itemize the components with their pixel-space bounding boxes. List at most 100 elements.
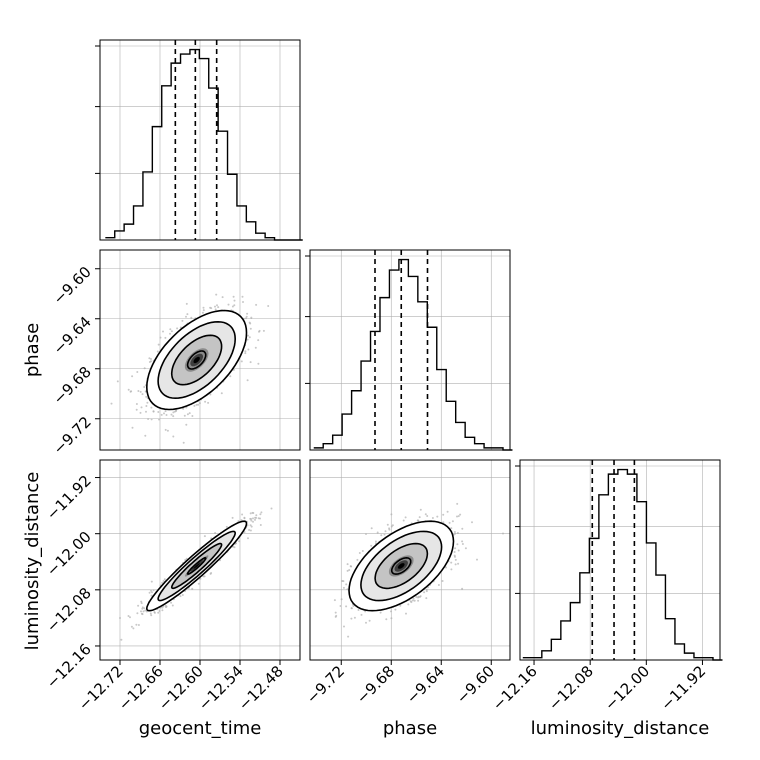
scatter-point: [152, 410, 155, 413]
scatter-point: [248, 336, 251, 339]
scatter-point: [110, 402, 113, 405]
scatter-point: [210, 307, 213, 310]
scatter-point: [161, 581, 164, 584]
contour-line: [145, 309, 248, 411]
scatter-point: [215, 293, 218, 296]
scatter-point: [249, 361, 252, 364]
scatter-point: [156, 350, 159, 353]
scatter-point: [348, 569, 351, 571]
scatter-point: [244, 350, 247, 353]
scatter-point: [450, 561, 453, 564]
scatter-point: [171, 604, 174, 607]
scatter-point: [457, 515, 460, 518]
scatter-point: [129, 616, 131, 619]
scatter-point: [141, 607, 144, 610]
scatter-point: [380, 534, 383, 537]
scatter-point: [456, 532, 459, 534]
density-peak: [397, 563, 405, 569]
scatter-point: [413, 599, 416, 602]
scatter-point: [247, 537, 249, 540]
scatter-point: [257, 339, 260, 342]
scatter-point: [365, 621, 367, 624]
scatter-point: [454, 547, 457, 550]
scatter-point: [153, 611, 156, 614]
scatter-point: [214, 308, 217, 311]
scatter-point: [436, 515, 439, 518]
scatter-point: [446, 510, 449, 513]
scatter-point: [150, 418, 153, 421]
scatter-point: [152, 589, 155, 592]
scatter-point: [417, 599, 420, 602]
scatter-point: [453, 551, 456, 553]
scatter-point: [417, 596, 419, 599]
scatter-point: [390, 610, 392, 613]
scatter-point: [172, 411, 175, 414]
scatter-point: [237, 520, 240, 523]
scatter-point: [262, 329, 265, 332]
scatter-point: [241, 513, 244, 516]
scatter-point: [471, 521, 473, 524]
scatter-point: [164, 428, 167, 431]
scatter-point: [164, 336, 167, 339]
scatter-point: [132, 627, 135, 630]
scatter-point: [476, 558, 478, 561]
scatter-point: [225, 525, 228, 528]
scatter-point: [448, 521, 451, 524]
scatter-point: [137, 604, 140, 607]
scatter-point: [157, 411, 160, 413]
density-peak: [193, 356, 200, 364]
scatter-point: [453, 531, 456, 533]
scatter-point: [425, 588, 428, 591]
scatter-point: [445, 566, 447, 569]
contour-line: [360, 530, 443, 602]
scatter-point: [191, 415, 194, 417]
scatter-point: [418, 516, 421, 519]
scatter-point: [249, 512, 252, 515]
scatter-point: [184, 559, 187, 561]
xlabel-luminosity-distance: luminosity_distance: [531, 718, 710, 739]
scatter-point: [365, 533, 367, 535]
scatter-point: [441, 580, 444, 582]
scatter-point: [135, 403, 138, 405]
scatter-point: [186, 413, 189, 416]
scatter-point: [345, 583, 348, 586]
scatter-point: [162, 580, 165, 582]
scatter-point: [176, 327, 179, 330]
scatter-point: [140, 602, 143, 605]
scatter-point: [374, 540, 377, 543]
scatter-point: [181, 594, 184, 596]
scatter-point: [165, 414, 168, 416]
scatter-point: [249, 529, 252, 532]
scatter-point: [247, 334, 249, 337]
scatter-point: [454, 563, 457, 566]
scatter-point: [250, 316, 253, 319]
scatter-point: [231, 305, 234, 308]
scatter-point: [407, 603, 410, 606]
scatter-point: [148, 357, 151, 360]
scatter-point: [165, 606, 167, 609]
scatter-point: [148, 591, 151, 594]
scatter-point: [349, 565, 352, 568]
scatter-point: [202, 309, 205, 312]
panel-luminosity_distance_vs_phase: [309, 459, 511, 661]
scatter-point: [502, 532, 504, 535]
histogram-geocent_time: [105, 48, 303, 241]
scatter-point: [159, 336, 162, 339]
scatter-point: [150, 594, 153, 597]
scatter-point: [341, 580, 344, 582]
scatter-point: [150, 580, 153, 583]
histogram-phase: [313, 258, 513, 451]
scatter-point: [334, 615, 337, 618]
scatter-point: [343, 625, 345, 628]
contour-line: [374, 542, 429, 590]
scatter-point: [145, 410, 147, 413]
scatter-point: [245, 315, 248, 318]
scatter-point: [232, 368, 235, 371]
scatter-point: [150, 614, 153, 617]
density-peak: [193, 563, 200, 569]
scatter-point: [229, 375, 232, 378]
scatter-point: [144, 609, 147, 612]
scatter-point: [160, 413, 163, 416]
scatter-point: [214, 305, 216, 308]
scatter-point: [426, 515, 429, 517]
